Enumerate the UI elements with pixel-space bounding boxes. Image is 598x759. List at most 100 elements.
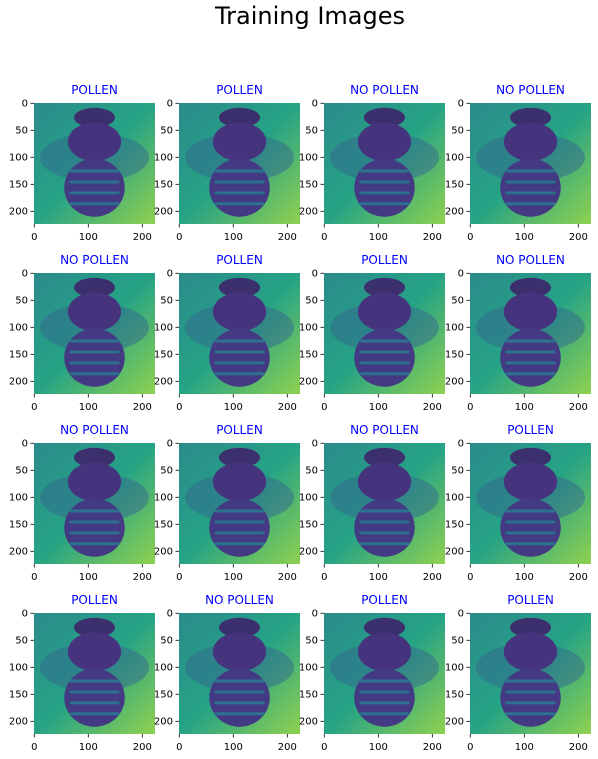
subplot: POLLEN 0 100 200 0 50 100 150 200 — [9, 83, 155, 243]
bee-stripe — [359, 180, 410, 184]
bee-abdomen — [354, 158, 415, 217]
x-tick-label: 200 — [423, 572, 442, 583]
x-tick-label: 0 — [176, 232, 182, 243]
x-tick-label: 100 — [79, 232, 98, 243]
bee-head — [509, 617, 552, 638]
subplot-title: NO POLLEN — [60, 253, 129, 267]
y-tick-label: 100 — [445, 492, 464, 503]
bee-abdomen — [64, 328, 125, 387]
y-tick-label: 100 — [9, 492, 28, 503]
x-tick-label: 200 — [423, 402, 442, 413]
bee-head — [73, 617, 116, 638]
bee-abdomen — [209, 328, 270, 387]
bee-stripe — [505, 191, 556, 195]
x-tick-label: 0 — [321, 742, 327, 753]
x-tick-label: 200 — [278, 742, 297, 753]
y-tick-label: 0 — [167, 98, 173, 109]
bee-thorax — [212, 632, 267, 672]
bee-stripe — [505, 712, 556, 716]
y-tick-label: 200 — [299, 206, 318, 217]
subplot-title: POLLEN — [71, 83, 118, 97]
bee-head — [218, 107, 261, 128]
bee-stripe — [214, 339, 265, 343]
y-tick-label: 150 — [445, 519, 464, 530]
bee-thorax — [212, 122, 267, 162]
y-tick-label: 200 — [9, 716, 28, 727]
bee-thorax — [357, 292, 412, 332]
y-tick-label: 50 — [160, 295, 173, 306]
bee-stripe — [69, 361, 120, 365]
bee-stripe — [214, 350, 265, 354]
bee-stripe — [505, 542, 556, 546]
x-tick-label: 200 — [278, 402, 297, 413]
bee-stripe — [214, 191, 265, 195]
y-tick-label: 0 — [312, 98, 318, 109]
y-tick-label: 150 — [9, 689, 28, 700]
y-tick-label: 100 — [154, 322, 173, 333]
bee-head — [363, 447, 406, 468]
bee-stripe — [214, 679, 265, 683]
y-tick-label: 50 — [15, 295, 28, 306]
bee-abdomen — [209, 158, 270, 217]
bee-thorax — [357, 462, 412, 502]
bee-thorax — [503, 292, 558, 332]
bee-stripe — [214, 701, 265, 705]
bee-stripe — [359, 531, 410, 535]
bee-abdomen — [500, 498, 561, 557]
bee-stripe — [359, 202, 410, 206]
bee-stripe — [359, 520, 410, 524]
bee-stripe — [505, 531, 556, 535]
bee-head — [218, 277, 261, 298]
x-tick-label: 100 — [515, 232, 534, 243]
y-tick-label: 100 — [9, 322, 28, 333]
x-tick-label: 200 — [569, 232, 588, 243]
bee-thorax — [212, 292, 267, 332]
x-tick-label: 200 — [133, 402, 152, 413]
bee-head — [218, 447, 261, 468]
x-tick-label: 0 — [321, 572, 327, 583]
y-tick-label: 150 — [9, 179, 28, 190]
x-tick-label: 100 — [224, 232, 243, 243]
x-tick-label: 100 — [369, 232, 388, 243]
x-tick-label: 100 — [224, 402, 243, 413]
x-tick-label: 200 — [423, 232, 442, 243]
subplot-title: NO POLLEN — [350, 423, 419, 437]
y-tick-label: 200 — [299, 546, 318, 557]
y-tick-label: 150 — [299, 349, 318, 360]
y-tick-label: 150 — [445, 349, 464, 360]
subplot-title: NO POLLEN — [60, 423, 129, 437]
y-tick-label: 0 — [22, 608, 28, 619]
bee-stripe — [505, 509, 556, 513]
y-tick-label: 200 — [299, 376, 318, 387]
bee-head — [509, 107, 552, 128]
x-tick-label: 0 — [321, 402, 327, 413]
x-tick-label: 100 — [369, 572, 388, 583]
bee-head — [73, 277, 116, 298]
y-tick-label: 200 — [445, 546, 464, 557]
y-tick-label: 150 — [154, 179, 173, 190]
bee-stripe — [69, 509, 120, 513]
x-tick-label: 200 — [569, 402, 588, 413]
bee-stripe — [214, 712, 265, 716]
y-tick-label: 50 — [15, 125, 28, 136]
y-tick-label: 200 — [9, 376, 28, 387]
bee-stripe — [359, 191, 410, 195]
y-tick-label: 50 — [451, 295, 464, 306]
subplot-title: NO POLLEN — [350, 83, 419, 97]
y-tick-label: 150 — [299, 179, 318, 190]
y-tick-label: 0 — [458, 608, 464, 619]
subplot-title: POLLEN — [216, 423, 263, 437]
x-tick-label: 0 — [31, 232, 37, 243]
y-tick-label: 200 — [445, 206, 464, 217]
bee-stripe — [69, 180, 120, 184]
bee-head — [509, 447, 552, 468]
bee-stripe — [69, 701, 120, 705]
subplot: NO POLLEN 0 100 200 0 50 100 150 200 — [299, 83, 445, 243]
y-tick-label: 50 — [305, 125, 318, 136]
bee-stripe — [214, 509, 265, 513]
y-tick-label: 200 — [154, 206, 173, 217]
bee-stripe — [69, 679, 120, 683]
y-tick-label: 100 — [9, 152, 28, 163]
bee-thorax — [67, 292, 122, 332]
subplot-title: POLLEN — [361, 593, 408, 607]
